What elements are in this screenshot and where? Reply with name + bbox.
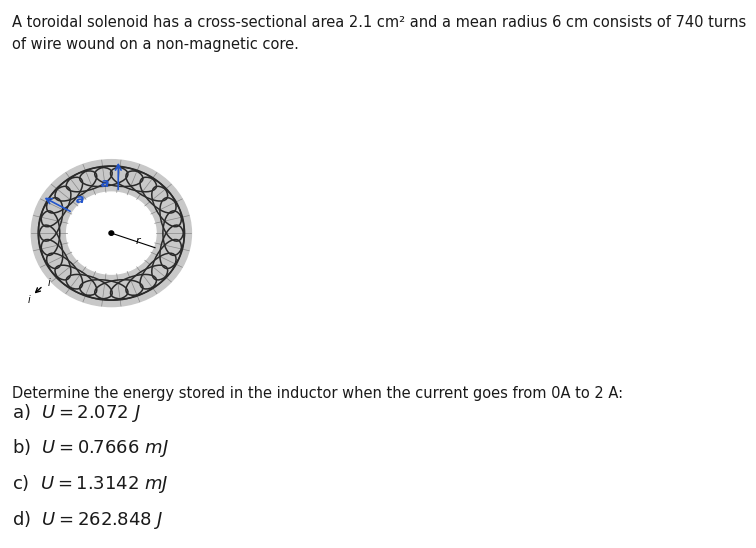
Text: d)  $U = 262.848\ J$: d) $U = 262.848\ J$ (12, 509, 164, 532)
Text: Determine the energy stored in the inductor when the current goes from 0A to 2 A: Determine the energy stored in the induc… (12, 386, 623, 401)
Circle shape (67, 192, 156, 274)
Text: r: r (136, 236, 141, 246)
Text: a: a (76, 193, 84, 206)
Text: a)  $U = 2.072\ J$: a) $U = 2.072\ J$ (12, 402, 141, 424)
Text: i: i (28, 295, 31, 305)
Text: b)  $U = 0.7666\ mJ$: b) $U = 0.7666\ mJ$ (12, 437, 169, 459)
Text: of wire wound on a non-magnetic core.: of wire wound on a non-magnetic core. (12, 37, 299, 52)
Circle shape (109, 231, 113, 235)
Text: i: i (48, 278, 51, 288)
Text: c)  $U = 1.3142\ mJ$: c) $U = 1.3142\ mJ$ (12, 473, 169, 495)
Text: a: a (101, 176, 110, 190)
Circle shape (31, 159, 191, 306)
Text: A toroidal solenoid has a cross-sectional area 2.1 cm² and a mean radius 6 cm co: A toroidal solenoid has a cross-sectiona… (12, 15, 746, 30)
